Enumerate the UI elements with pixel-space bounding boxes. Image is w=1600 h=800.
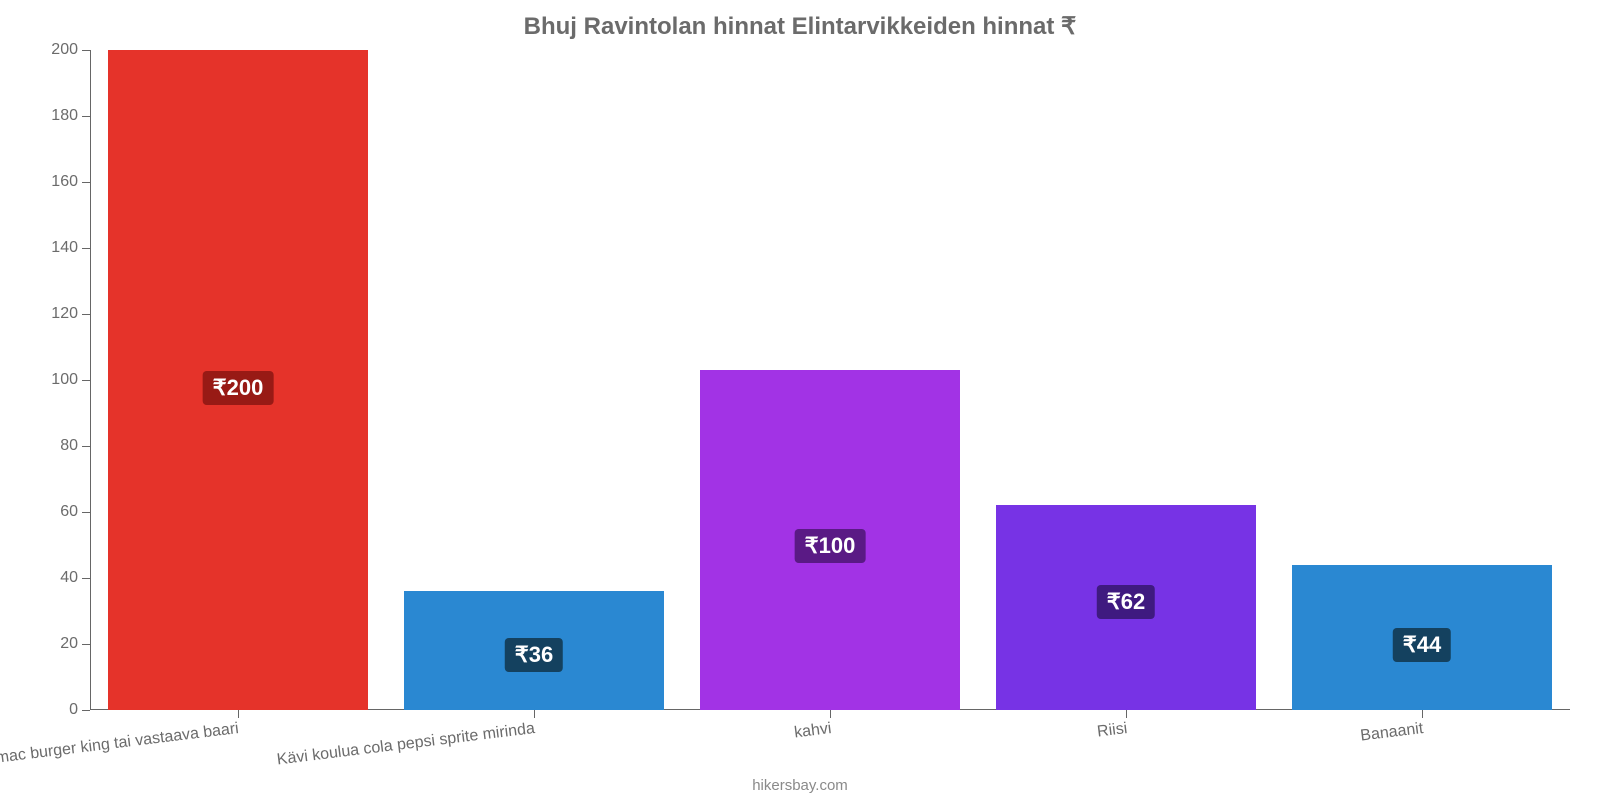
y-tick-label: 40: [60, 569, 78, 587]
x-tick: [238, 710, 239, 718]
y-tick-label: 80: [60, 437, 78, 455]
bar: ₹100: [700, 370, 960, 710]
x-tick: [1422, 710, 1423, 718]
y-tick: [82, 116, 90, 117]
x-tick-label: Banaanit: [1359, 720, 1424, 746]
value-badge: ₹36: [505, 638, 563, 672]
y-tick: [82, 446, 90, 447]
value-badge: ₹44: [1393, 628, 1451, 662]
y-tick: [82, 512, 90, 513]
y-tick-label: 100: [51, 371, 78, 389]
y-tick: [82, 248, 90, 249]
bar: ₹36: [404, 591, 664, 710]
y-tick: [82, 314, 90, 315]
x-tick-label: kahvi: [793, 720, 832, 742]
x-tick: [830, 710, 831, 718]
y-tick: [82, 380, 90, 381]
bars-layer: ₹200 ₹36 ₹100 ₹62 ₹44: [90, 50, 1570, 710]
value-badge: ₹200: [203, 371, 274, 405]
bar: ₹62: [996, 505, 1256, 710]
bar: ₹44: [1292, 565, 1552, 710]
chart-title: Bhuj Ravintolan hinnat Elintarvikkeiden …: [0, 0, 1600, 47]
y-tick-label: 160: [51, 173, 78, 191]
bar: ₹200: [108, 50, 368, 710]
x-tick-label: mac burger king tai vastaava baari: [0, 720, 240, 768]
x-tick-label: Riisi: [1096, 720, 1128, 742]
value-badge: ₹62: [1097, 585, 1155, 619]
y-tick: [82, 578, 90, 579]
y-tick-label: 140: [51, 239, 78, 257]
y-tick-label: 60: [60, 503, 78, 521]
y-tick: [82, 182, 90, 183]
y-tick: [82, 50, 90, 51]
x-tick: [534, 710, 535, 718]
y-tick: [82, 710, 90, 711]
x-tick-label: Kävi koulua cola pepsi sprite mirinda: [276, 720, 536, 770]
x-tick: [1126, 710, 1127, 718]
y-tick: [82, 644, 90, 645]
chart-footer: hikersbay.com: [0, 777, 1600, 794]
y-tick-label: 120: [51, 305, 78, 323]
y-tick-label: 180: [51, 107, 78, 125]
value-badge: ₹100: [795, 529, 866, 563]
y-tick-label: 0: [69, 701, 78, 719]
y-tick-label: 200: [51, 41, 78, 59]
plot-area: 020406080100120140160180200 ₹200₹36₹100₹…: [90, 50, 1570, 710]
y-tick-label: 20: [60, 635, 78, 653]
